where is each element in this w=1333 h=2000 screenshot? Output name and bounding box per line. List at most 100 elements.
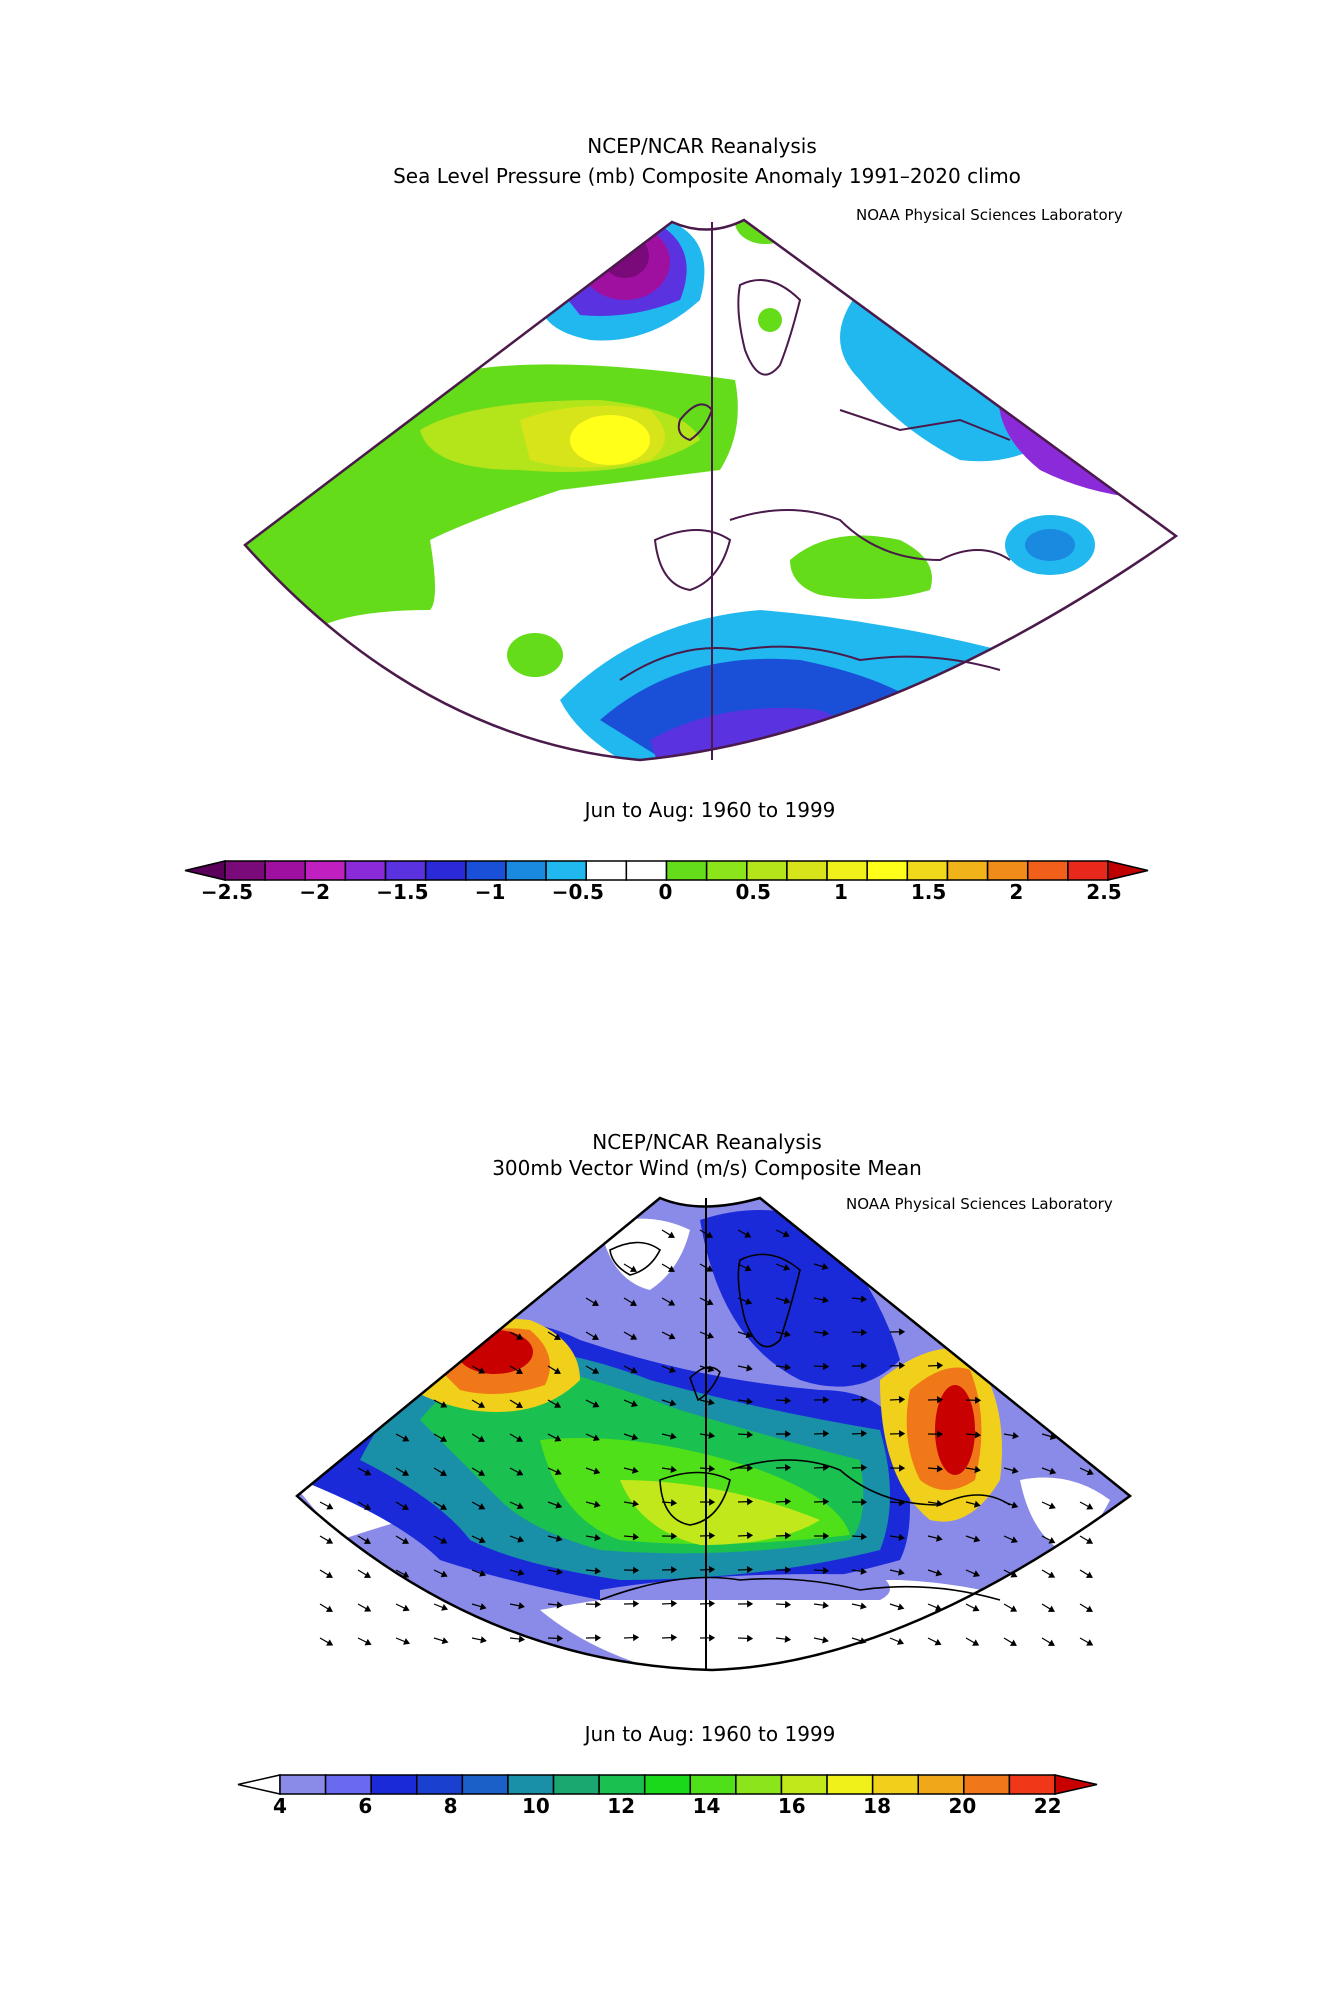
wind-vector-head bbox=[595, 1600, 602, 1608]
wind-vector-head bbox=[1010, 1605, 1018, 1612]
bottom-colorbar-tick: 14 bbox=[693, 1794, 721, 1818]
wind-vector-head bbox=[709, 1498, 716, 1506]
wind-vector-head bbox=[1086, 1468, 1094, 1476]
wind-vector-head bbox=[515, 1401, 523, 1408]
wind-vector-head bbox=[860, 1328, 868, 1337]
vector-wind-panel: NCEP/NCAR Reanalysis 300mb Vector Wind (… bbox=[0, 960, 1333, 2000]
wind-vector-head bbox=[708, 1599, 716, 1608]
wind-vector-head bbox=[934, 1604, 942, 1611]
top-colorbar-swatch bbox=[906, 860, 949, 881]
wind-vector-head bbox=[325, 1571, 333, 1578]
top-colorbar-tick: −1.5 bbox=[376, 880, 428, 904]
wind-vector-head bbox=[707, 1365, 715, 1373]
wind-vector-head bbox=[632, 1499, 639, 1508]
wind-vector-head bbox=[1049, 1467, 1057, 1475]
wind-vector-head bbox=[363, 1571, 371, 1578]
wind-vector-head bbox=[479, 1569, 487, 1577]
wind-vector-head bbox=[516, 1469, 524, 1476]
wind-vector-head bbox=[441, 1637, 449, 1645]
bottom-colorbar-tick: 4 bbox=[273, 1794, 287, 1818]
wind-vector-head bbox=[401, 1503, 409, 1510]
wind-vector-head bbox=[935, 1569, 943, 1577]
wind-vector-head bbox=[823, 1532, 830, 1540]
wind-vector-head bbox=[478, 1367, 486, 1374]
wind-vector-head bbox=[591, 1333, 599, 1340]
wind-vector-head bbox=[937, 1430, 944, 1438]
wind-vector-head bbox=[860, 1429, 868, 1438]
wind-vector-head bbox=[670, 1499, 678, 1507]
wind-vector-head bbox=[861, 1362, 868, 1370]
bottom-title-line2: 300mb Vector Wind (m/s) Composite Mean bbox=[492, 1156, 922, 1180]
wind-vector-head bbox=[974, 1431, 982, 1439]
wind-vector-head bbox=[745, 1298, 753, 1305]
wind-vector-head bbox=[1047, 1639, 1055, 1646]
wind-vector-head bbox=[1085, 1605, 1093, 1612]
wind-vector-head bbox=[633, 1566, 640, 1574]
wind-vectors bbox=[319, 1229, 1094, 1646]
wind-vector-head bbox=[899, 1328, 906, 1336]
top-colorbar-swatch bbox=[986, 860, 1029, 881]
wind-vector-head bbox=[973, 1500, 981, 1508]
top-colorbar-swatch bbox=[304, 860, 347, 881]
vector-wind-map bbox=[295, 1196, 1133, 1672]
bottom-colorbar-swatch bbox=[461, 1774, 509, 1795]
wind-vector-head bbox=[364, 1503, 372, 1510]
top-colorbar-tick: 2 bbox=[1009, 880, 1023, 904]
wind-vector-head bbox=[783, 1297, 791, 1305]
wind-vector-head bbox=[555, 1534, 563, 1542]
bottom-colorbar: 4 6 8 10 12 14 16 18 20 22 bbox=[237, 1774, 1098, 1818]
wind-vector-head bbox=[478, 1536, 486, 1544]
wind-vector-head bbox=[554, 1468, 562, 1476]
wind-vector-head bbox=[744, 1264, 752, 1272]
wind-vector-head bbox=[668, 1366, 676, 1373]
wind-vector-head bbox=[594, 1567, 602, 1575]
wind-vector-head bbox=[1011, 1466, 1019, 1474]
top-colorbar-swatch bbox=[1026, 860, 1069, 881]
wind-vector-head bbox=[937, 1396, 944, 1404]
wind-vector-head bbox=[518, 1635, 526, 1643]
wind-vector-head bbox=[556, 1568, 563, 1576]
wind-vector-head bbox=[782, 1230, 790, 1238]
bottom-colorbar-tick: 12 bbox=[607, 1794, 635, 1818]
wind-vector-head bbox=[709, 1634, 716, 1642]
wind-vector-head bbox=[364, 1638, 372, 1646]
wind-vector-head bbox=[898, 1395, 906, 1404]
bottom-season-label: Jun to Aug: 1960 to 1999 bbox=[584, 1722, 836, 1746]
bottom-colorbar-tick: 20 bbox=[948, 1794, 976, 1818]
wind-vector-head bbox=[1010, 1536, 1018, 1544]
wind-vector-head bbox=[592, 1434, 600, 1442]
top-colorbar-swatch bbox=[746, 860, 788, 881]
wind-vector-head bbox=[972, 1604, 980, 1612]
wind-vector-head bbox=[936, 1361, 944, 1370]
wind-vector-head bbox=[555, 1501, 563, 1509]
bottom-colorbar-arrow-low bbox=[237, 1774, 281, 1795]
wind-vector-head bbox=[1048, 1502, 1056, 1510]
wind-vector-head bbox=[439, 1435, 448, 1442]
wind-vector-head bbox=[326, 1503, 334, 1510]
wind-vector-head bbox=[478, 1503, 486, 1510]
wind-vector-head bbox=[784, 1600, 792, 1609]
bottom-colorbar-swatch bbox=[370, 1774, 418, 1795]
wind-vector-head bbox=[517, 1535, 525, 1543]
wind-vector-head bbox=[899, 1430, 906, 1438]
wind-vector-head bbox=[898, 1568, 905, 1576]
wind-vector-head bbox=[822, 1498, 830, 1506]
wind-vector-head bbox=[746, 1498, 754, 1506]
wind-vector-head bbox=[861, 1498, 868, 1506]
wind-vector-head bbox=[670, 1599, 678, 1608]
wind-vector-head bbox=[822, 1636, 829, 1644]
wind-vector-head bbox=[668, 1299, 676, 1306]
wind-vector-head bbox=[707, 1332, 715, 1339]
wind-vector-head bbox=[633, 1600, 640, 1608]
wind-vector-head bbox=[745, 1331, 753, 1339]
top-colorbar-swatch bbox=[786, 860, 828, 881]
top-title-line1: NCEP/NCAR Reanalysis bbox=[587, 134, 817, 158]
wind-vector-head bbox=[898, 1361, 906, 1370]
top-credit: NOAA Physical Sciences Laboratory bbox=[856, 206, 1123, 224]
top-map-frame bbox=[243, 218, 1179, 762]
wind-vector-head bbox=[671, 1532, 678, 1540]
wind-vector-head bbox=[670, 1432, 677, 1440]
wind-vector-head bbox=[784, 1532, 792, 1540]
wind-vector-head bbox=[630, 1366, 638, 1374]
top-colorbar-tick: −2.5 bbox=[201, 880, 253, 904]
